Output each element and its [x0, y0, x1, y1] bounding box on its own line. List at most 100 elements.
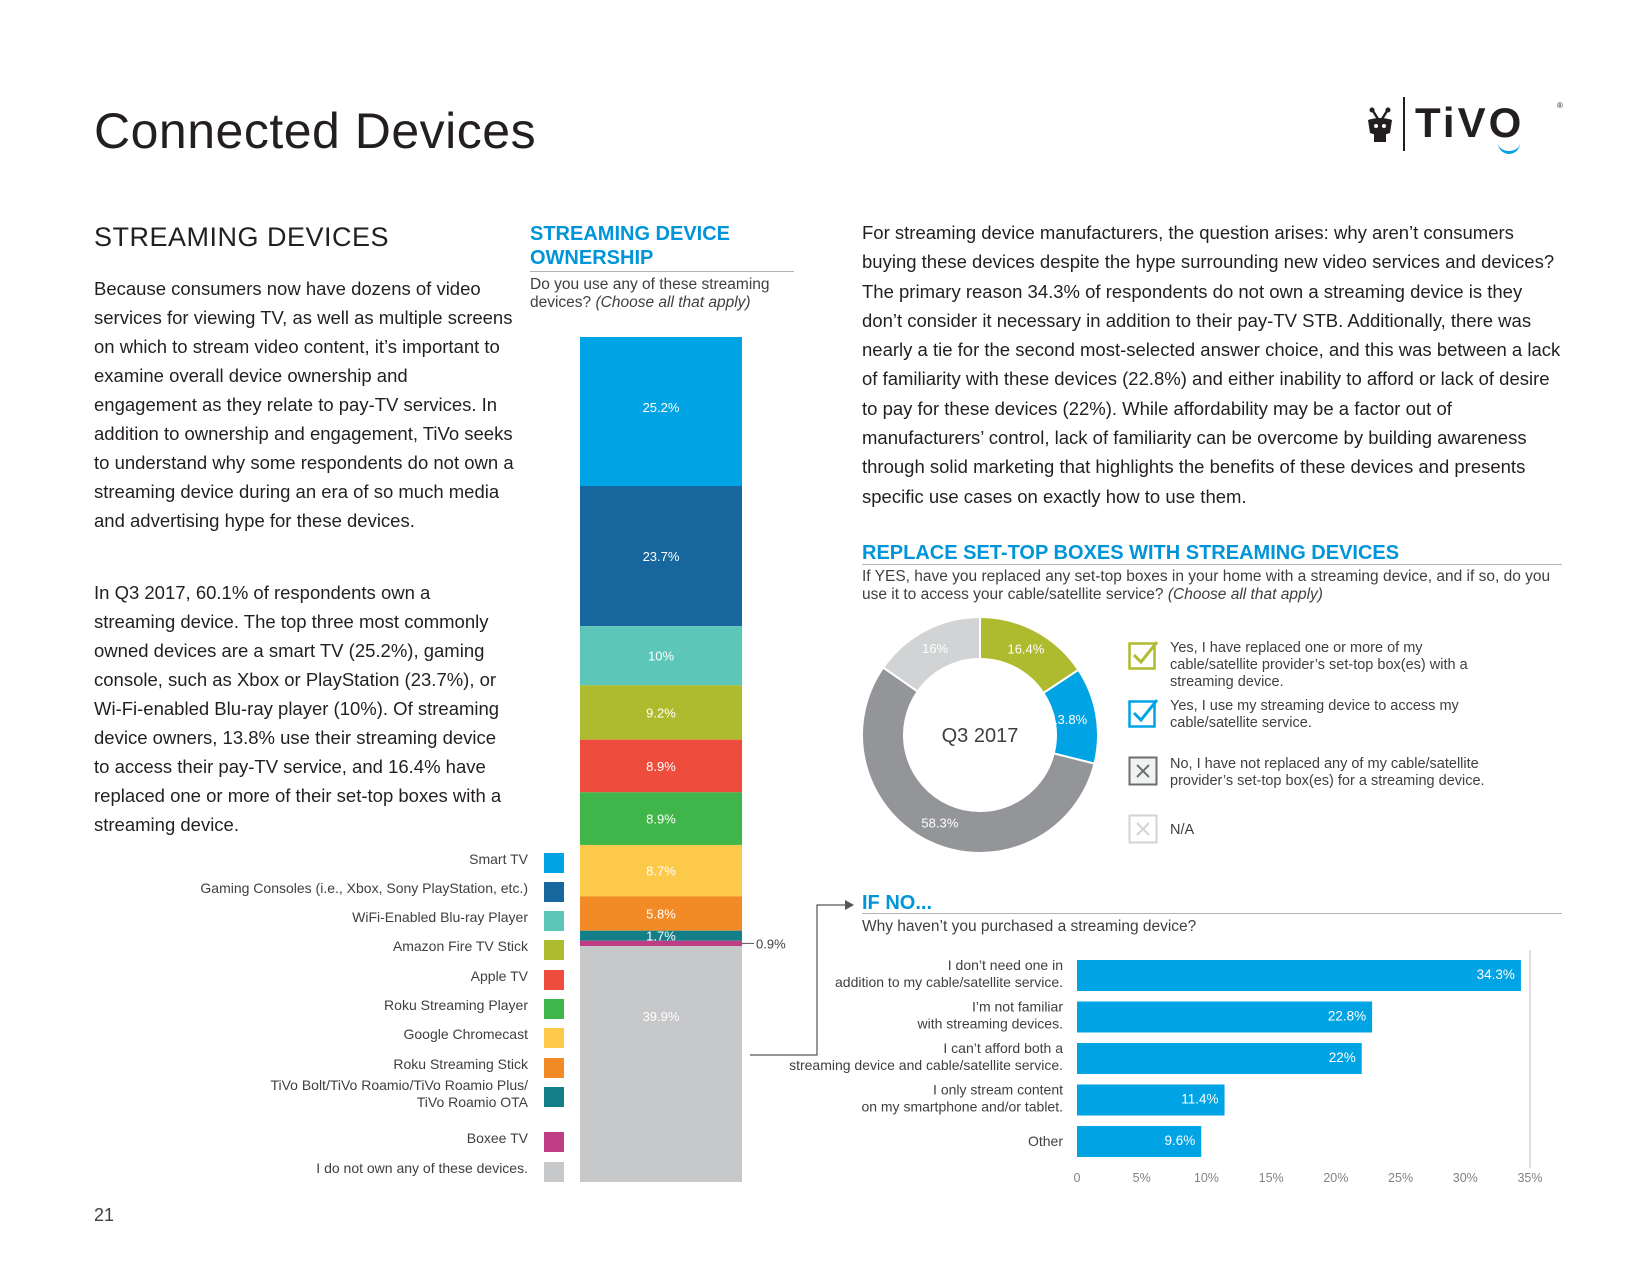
ifno-bar-value: 22.8%: [1328, 1009, 1366, 1024]
ifno-x-tick-label: 35%: [1517, 1171, 1542, 1185]
ownership-legend-label: TiVo Bolt/TiVo Roamio/TiVo Roamio Plus/T…: [270, 1077, 528, 1110]
donut-value-label: 16%: [922, 641, 948, 656]
ownership-legend-item: Smart TV: [200, 851, 564, 873]
ifno-x-tick-label: 20%: [1323, 1171, 1348, 1185]
ifno-bar-value: 34.3%: [1477, 967, 1515, 982]
ownership-bar-roku-streaming-player: [580, 792, 742, 845]
ownership-bar-wifi-enabled-blu-ray-player: [580, 626, 742, 686]
manufacturers-paragraph: For streaming device manufacturers, the …: [862, 222, 1561, 507]
ifno-heading: IF NO...: [862, 892, 932, 914]
ifno-bar-value: 22%: [1329, 1050, 1356, 1065]
ownership-question-text: Do you use any of these streaming device…: [530, 276, 770, 311]
page-number: 21: [94, 1205, 115, 1225]
ownership-legend-swatch: [544, 1058, 564, 1078]
ownership-legend-item: Google Chromecast: [200, 1026, 564, 1048]
ownership-bar-apple-tv: [580, 739, 742, 793]
replace-question-note: (Choose all that apply): [1167, 586, 1323, 603]
ownership-legend-label: Gaming Consoles (i.e., Xbox, Sony PlaySt…: [200, 880, 528, 896]
ifno-bar-4: [1077, 1084, 1225, 1116]
ownership-value-label: 9.2%: [646, 705, 676, 720]
ifno-x-tick-label: 30%: [1453, 1171, 1478, 1185]
ownership-legend-label: WiFi-Enabled Blu-ray Player: [352, 909, 528, 925]
ifno-x-tick-label: 10%: [1194, 1171, 1219, 1185]
ownership-legend-item: TiVo Bolt/TiVo Roamio/TiVo Roamio Plus/T…: [200, 1077, 564, 1110]
ownership-heading: STREAMING DEVICE OWNERSHIP: [530, 223, 731, 269]
ownership-legend-item: I do not own any of these devices.: [200, 1160, 564, 1182]
ownership-bar-google-chromecast: [580, 844, 742, 897]
ownership-bar-gaming-consoles-i-e-xbox-sony-playstatio: [580, 486, 742, 627]
ownership-legend-swatch: [544, 1132, 564, 1152]
ownership-bar-tivo-bolt-tivo-roamio-tivo-roamio-plus-t: [580, 930, 742, 941]
ownership-value-label: 25.2%: [643, 400, 680, 415]
findings-paragraph: In Q3 2017, 60.1% of respondents own a s…: [94, 582, 502, 835]
x-mark-icon: [1128, 756, 1158, 786]
ifno-bar-value: 9.6%: [1164, 1133, 1195, 1148]
replace-legend-label: Yes, I use my streaming device to access…: [1170, 698, 1459, 731]
ifno-connector-arrow: [750, 900, 854, 1056]
ifno-bar-category-label: I’m not familiar with streaming devices.: [916, 999, 1063, 1032]
ownership-legend-item: Gaming Consoles (i.e., Xbox, Sony PlaySt…: [200, 880, 564, 902]
section-heading: STREAMING DEVICES: [94, 222, 390, 252]
replace-rule: [862, 564, 1562, 565]
checkmark-icon: [1128, 699, 1158, 728]
donut-value-label: 16.4%: [1007, 642, 1044, 657]
ownership-legend-item: WiFi-Enabled Blu-ray Player: [200, 909, 564, 931]
replace-legend-item: No, I have not replaced any of my cable/…: [1128, 756, 1588, 796]
ownership-legend-swatch: [544, 940, 564, 960]
checkmark-icon: [1128, 641, 1158, 670]
ownership-value-label: 5.8%: [646, 907, 676, 922]
ifno-bar-1: [1077, 960, 1521, 991]
ownership-legend-swatch: [544, 882, 564, 902]
replace-legend-item: N/A: [1128, 814, 1588, 854]
logo-wordmark: TiVO: [1415, 99, 1525, 146]
ownership-legend-label: Roku Streaming Stick: [393, 1056, 528, 1072]
ownership-legend-label: Smart TV: [469, 851, 528, 867]
intro-paragraph: Because consumers now have dozens of vid…: [94, 278, 514, 531]
donut-value-label: 58.3%: [921, 815, 958, 830]
ownership-legend-swatch: [544, 1028, 564, 1048]
ifno-bar-category-label: I don’t need one in addition to my cable/…: [835, 957, 1063, 990]
replace-question: If YES, have you replaced any set-top bo…: [862, 568, 1562, 604]
ownership-legend-label: Amazon Fire TV Stick: [392, 938, 528, 954]
tivo-robot-icon: [1368, 107, 1392, 142]
ownership-callout-label: 0.9%: [756, 936, 786, 951]
ifno-rule: [862, 913, 1562, 914]
logo-registered-mark: ®: [1557, 101, 1563, 110]
ownership-legend-label: I do not own any of these devices.: [316, 1160, 528, 1176]
ownership-legend-label: Boxee TV: [466, 1130, 528, 1146]
page-title: Connected Devices: [94, 103, 537, 159]
ownership-value-label: 10%: [648, 649, 674, 664]
ownership-legend-item: Apple TV: [200, 968, 564, 990]
donut-center-label: Q3 2017: [942, 725, 1019, 747]
ownership-legend-label: Roku Streaming Player: [384, 997, 528, 1013]
ownership-legend-item: Roku Streaming Stick: [200, 1056, 564, 1078]
ownership-legend-swatch: [544, 999, 564, 1019]
replace-heading: REPLACE SET-TOP BOXES WITH STREAMING DEV…: [862, 542, 1400, 564]
ifno-bar-2: [1077, 1001, 1373, 1033]
ownership-question: Do you use any of these streaming device…: [530, 276, 800, 312]
ownership-value-label: 8.7%: [646, 864, 676, 879]
ownership-bar-smart-tv: [580, 337, 742, 487]
ownership-legend-item: Boxee TV: [200, 1130, 564, 1152]
ifno-bar-3: [1077, 1043, 1362, 1074]
replace-legend-item: Yes, I use my streaming device to access…: [1128, 698, 1588, 738]
logo-divider: [1403, 97, 1405, 151]
ifno-x-tick-label: 15%: [1259, 1171, 1284, 1185]
ownership-legend-swatch: [544, 970, 564, 990]
ownership-bar-amazon-fire-tv-stick: [580, 685, 742, 740]
ifno-bar-5: [1077, 1126, 1202, 1157]
ifno-bar-value: 11.4%: [1181, 1092, 1218, 1107]
ownership-bar-i-do-not-own-any-of-these-devices: [580, 946, 742, 1182]
replace-legend-label: Yes, I have replaced one or more of my c…: [1170, 640, 1468, 690]
ownership-question-note: (Choose all that apply): [595, 294, 751, 311]
ifno-x-tick-label: 25%: [1388, 1171, 1413, 1185]
ownership-value-label: 23.7%: [643, 549, 680, 564]
donut-slice-58-3: [861, 666, 1096, 854]
replace-legend-label: No, I have not replaced any of my cable/…: [1170, 756, 1485, 789]
ownership-value-label: 39.9%: [643, 1009, 680, 1024]
ifno-x-tick-label: 0: [1074, 1171, 1081, 1185]
ownership-bar-boxee-tv: [580, 940, 742, 947]
donut-slice-16: [881, 615, 981, 693]
ownership-legend-swatch: [544, 1162, 564, 1182]
ifno-bar-category-label: I can’t afford both a streaming device an…: [789, 1040, 1063, 1073]
